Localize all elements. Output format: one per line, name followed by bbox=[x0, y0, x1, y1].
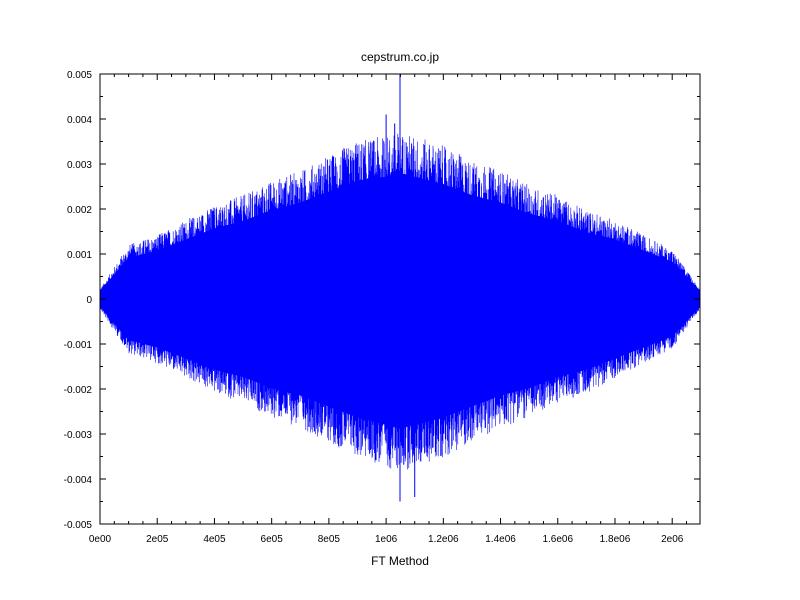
y-tick-label: -0.004 bbox=[64, 475, 93, 486]
x-axis-title: FT Method bbox=[371, 554, 429, 568]
x-tick-label: 1.2e06 bbox=[428, 534, 459, 545]
x-tick-label: 1.6e06 bbox=[542, 534, 573, 545]
x-tick-label: 2e05 bbox=[146, 534, 169, 545]
y-tick-label: 0.003 bbox=[67, 160, 92, 171]
x-tick-label: 1.8e06 bbox=[600, 534, 631, 545]
y-tick-label: 0.004 bbox=[67, 115, 92, 126]
y-tick-label: -0.002 bbox=[64, 385, 93, 396]
y-tick-label: 0.001 bbox=[67, 250, 92, 261]
x-tick-label: 4e05 bbox=[203, 534, 226, 545]
x-tick-label: 1.4e06 bbox=[485, 534, 516, 545]
y-tick-label: 0.005 bbox=[67, 70, 92, 81]
x-tick-label: 1e06 bbox=[375, 534, 398, 545]
y-tick-label: 0.002 bbox=[67, 205, 92, 216]
x-tick-label: 6e05 bbox=[261, 534, 284, 545]
x-tick-label: 8e05 bbox=[318, 534, 341, 545]
y-axis: 0.005 0.004 0.003 0.002 0.001 0 -0.001 -0.002 -0… bbox=[64, 70, 700, 531]
x-tick-label: 0e00 bbox=[89, 534, 112, 545]
y-tick-label: -0.001 bbox=[64, 340, 93, 351]
series-layer bbox=[99, 74, 701, 502]
y-tick-label: -0.003 bbox=[64, 430, 93, 441]
chart-title: cepstrum.co.jp bbox=[361, 50, 439, 64]
y-tick-label: 0 bbox=[86, 295, 92, 306]
y-tick-label: -0.005 bbox=[64, 520, 93, 531]
x-tick-label: 2e06 bbox=[661, 534, 684, 545]
x-axis: 0e00 2e05 4e05 6e05 8e05 1e06 1.2e06 1.4e06 1.6e… bbox=[89, 74, 688, 545]
